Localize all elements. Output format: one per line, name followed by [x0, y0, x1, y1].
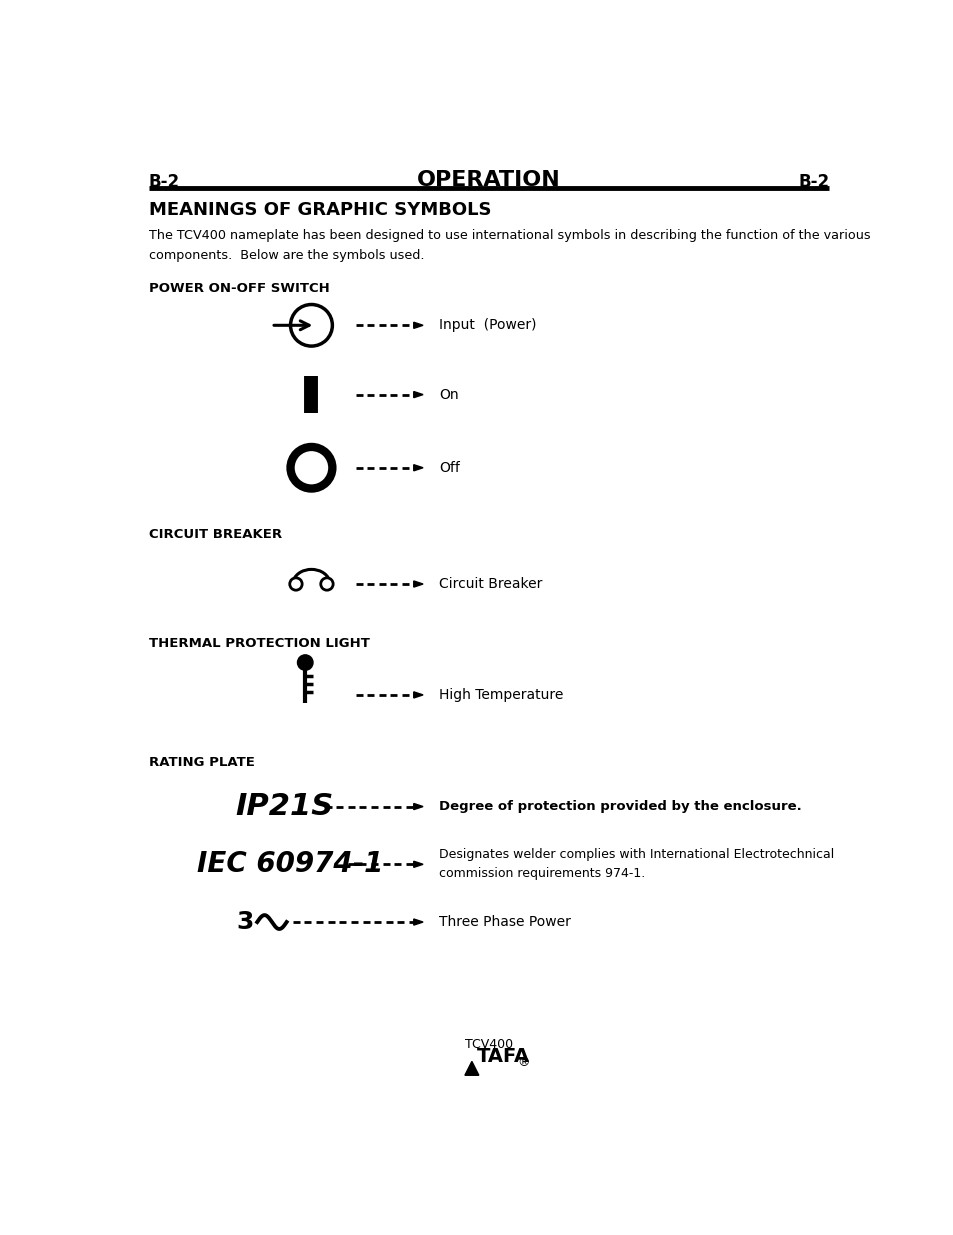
Text: MEANINGS OF GRAPHIC SYMBOLS: MEANINGS OF GRAPHIC SYMBOLS — [149, 200, 491, 219]
Text: Designates welder complies with International Electrotechnical
commission requir: Designates welder complies with Internat… — [439, 848, 834, 881]
Text: OPERATION: OPERATION — [416, 169, 560, 190]
Text: ®: ® — [517, 1056, 529, 1070]
Text: On: On — [439, 388, 458, 401]
Circle shape — [291, 447, 332, 489]
Text: Degree of protection provided by the enclosure.: Degree of protection provided by the enc… — [439, 800, 801, 813]
Text: THERMAL PROTECTION LIGHT: THERMAL PROTECTION LIGHT — [149, 637, 369, 650]
Text: Three Phase Power: Three Phase Power — [439, 915, 571, 929]
Circle shape — [320, 578, 333, 590]
Polygon shape — [414, 692, 422, 698]
Polygon shape — [414, 322, 422, 329]
Text: The TCV400 nameplate has been designed to use international symbols in describin: The TCV400 nameplate has been designed t… — [149, 228, 869, 262]
Text: B-2: B-2 — [798, 173, 828, 191]
Text: TAFA: TAFA — [476, 1046, 529, 1066]
Circle shape — [297, 655, 313, 671]
Text: High Temperature: High Temperature — [439, 688, 563, 701]
Polygon shape — [414, 580, 422, 587]
Text: TCV400: TCV400 — [464, 1037, 513, 1051]
Text: CIRCUIT BREAKER: CIRCUIT BREAKER — [149, 527, 281, 541]
Text: 3: 3 — [235, 910, 253, 934]
Text: POWER ON-OFF SWITCH: POWER ON-OFF SWITCH — [149, 282, 329, 295]
Polygon shape — [414, 919, 422, 925]
Text: B-2: B-2 — [149, 173, 179, 191]
Text: Off: Off — [439, 461, 459, 474]
Text: IEC 60974-1: IEC 60974-1 — [196, 851, 383, 878]
Text: Input  (Power): Input (Power) — [439, 319, 537, 332]
Circle shape — [290, 578, 302, 590]
Text: IP21S: IP21S — [235, 792, 334, 821]
Polygon shape — [414, 464, 422, 471]
Polygon shape — [414, 804, 422, 810]
Text: RATING PLATE: RATING PLATE — [149, 757, 254, 769]
Polygon shape — [464, 1061, 478, 1076]
Circle shape — [291, 305, 332, 346]
Text: Circuit Breaker: Circuit Breaker — [439, 577, 542, 592]
Polygon shape — [414, 861, 422, 867]
Polygon shape — [414, 391, 422, 398]
